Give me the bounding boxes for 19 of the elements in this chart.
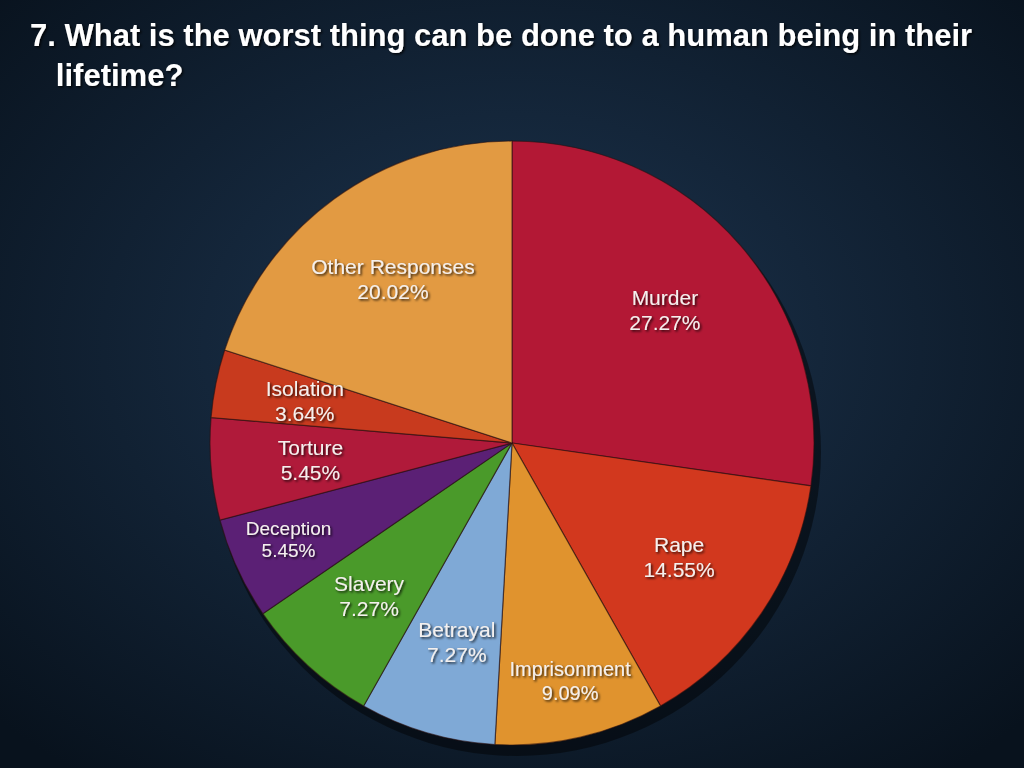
slice-label: Slavery — [334, 571, 405, 595]
chart-title: 7. What is the worst thing can be done to a human being in their lifetime? — [30, 18, 973, 93]
slice-label: Betrayal — [418, 618, 496, 642]
data-label: 9.09% — [541, 681, 599, 704]
data-label: 27.27% — [629, 311, 701, 334]
data-label: 7.27% — [339, 597, 399, 621]
slice-label: Other Responses — [311, 254, 475, 278]
data-label: 14.55% — [643, 557, 715, 581]
data-label: 7.27% — [427, 643, 487, 667]
slice-label: Deception — [245, 517, 332, 539]
slice-label: Isolation — [265, 376, 344, 400]
data-label: 20.02% — [357, 279, 429, 303]
data-label: 3.64% — [274, 401, 335, 425]
slice-label: Torture — [277, 435, 344, 459]
slice-label: Murder — [631, 285, 699, 309]
slice-label: Imprisonment — [509, 657, 632, 680]
data-label: 5.45% — [261, 540, 316, 562]
slice-label: Rape — [653, 532, 705, 556]
data-label: 5.45% — [280, 461, 341, 485]
